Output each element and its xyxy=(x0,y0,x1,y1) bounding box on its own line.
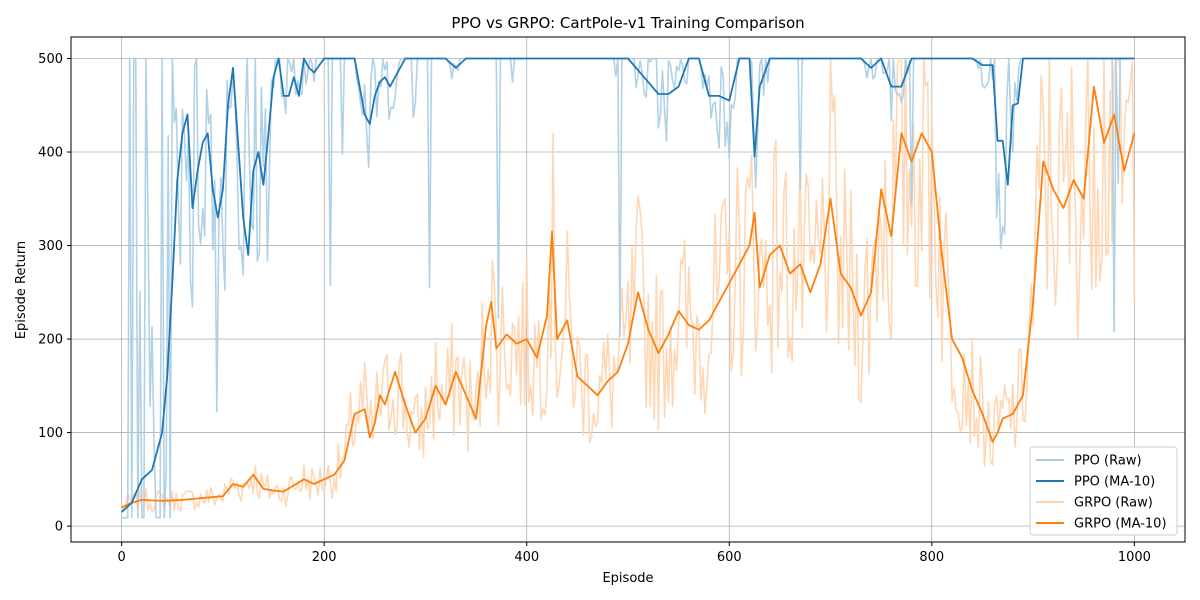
grpo-ma-line xyxy=(121,85,1136,509)
grpo-raw-line xyxy=(120,57,1136,513)
x-tick-label: 600 xyxy=(717,550,742,565)
y-tick-label: 500 xyxy=(38,52,63,67)
ppo-ma-line xyxy=(120,57,1135,513)
moving-average-layer xyxy=(120,57,1136,513)
plot-frame xyxy=(70,36,1186,543)
x-axis-ticks: 0 200 400 600 800 1000 xyxy=(117,542,1151,565)
x-tick-label: 200 xyxy=(312,550,337,565)
legend: PPO (Raw) PPO (MA-10) GRPO (Raw) GRPO (MA-1… xyxy=(1029,446,1178,536)
x-tick-label: 1000 xyxy=(1118,550,1151,565)
legend-label-ppo_ma: PPO (MA-10) xyxy=(1074,475,1155,490)
legend-label-ppo_raw: PPO (Raw) xyxy=(1074,454,1142,469)
y-tick-label: 0 xyxy=(55,520,63,535)
x-tick-label: 0 xyxy=(117,550,125,565)
legend-label-grpo_ma: GRPO (MA-10) xyxy=(1074,517,1167,532)
y-axis-label: Episode Return xyxy=(14,241,29,339)
legend-box xyxy=(1029,446,1178,536)
y-axis-ticks: 0 100 200 300 400 500 xyxy=(38,52,71,535)
legend-label-grpo_raw: GRPO (Raw) xyxy=(1074,496,1153,511)
chart-title: PPO vs GRPO: CartPole-v1 Training Compar… xyxy=(451,14,804,32)
y-tick-label: 300 xyxy=(38,239,63,254)
y-tick-label: 400 xyxy=(38,146,63,161)
x-tick-label: 800 xyxy=(919,550,944,565)
y-tick-label: 100 xyxy=(38,426,63,441)
x-axis-label: Episode xyxy=(602,571,653,586)
y-tick-label: 200 xyxy=(38,333,63,348)
x-tick-label: 400 xyxy=(514,550,539,565)
